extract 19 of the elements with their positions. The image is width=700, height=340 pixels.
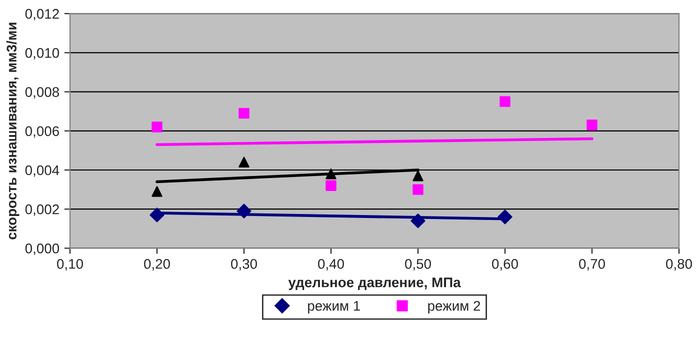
x-tick-label: 0,50 xyxy=(405,258,431,270)
legend-label: режим 2 xyxy=(428,300,480,314)
x-tick-label: 0,40 xyxy=(318,258,344,270)
x-tick-label: 0,30 xyxy=(231,258,257,270)
y-tick-label: 0,004 xyxy=(25,165,60,177)
y-axis-title: скорость изнашивания, мм3/ми xyxy=(6,22,20,240)
x-axis-title: удельное давление, МПа xyxy=(288,278,461,290)
y-tick-label: 0,000 xyxy=(25,244,60,256)
y-tick-label: 0,008 xyxy=(25,87,59,99)
x-tick-label: 0,10 xyxy=(57,258,83,270)
y-tick-label: 0,006 xyxy=(25,126,59,138)
legend-label: режим 1 xyxy=(308,301,360,314)
y-tick-label: 0,002 xyxy=(25,204,59,216)
x-tick-label: 0,70 xyxy=(579,258,605,270)
x-tick-label: 0,80 xyxy=(666,258,692,270)
y-tick-label: 0,012 xyxy=(25,8,59,20)
x-tick-label: 0,20 xyxy=(144,258,170,270)
y-tick-label: 0,010 xyxy=(25,48,60,60)
x-tick-label: 0,60 xyxy=(492,258,518,270)
